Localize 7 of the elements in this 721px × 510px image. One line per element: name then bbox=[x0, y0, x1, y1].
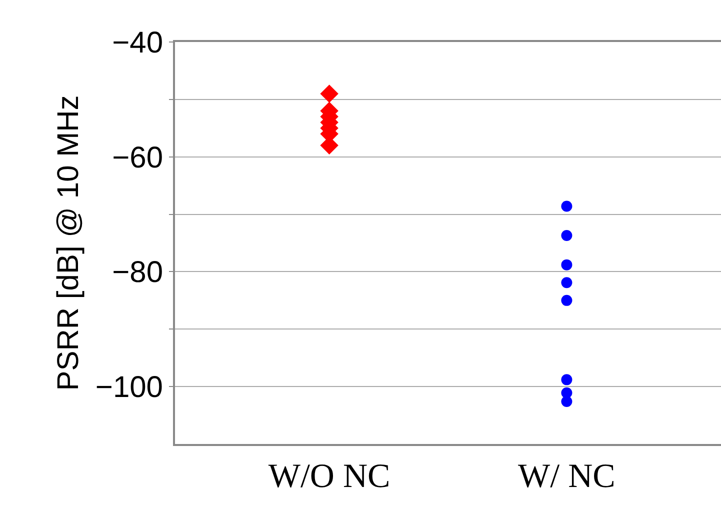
y-tick-label: −100 bbox=[95, 371, 163, 404]
y-axis-title: PSRR [dB] @ 10 MHz bbox=[52, 95, 85, 391]
x-tick-label: W/O NC bbox=[268, 458, 390, 495]
y-tick-label: −80 bbox=[112, 256, 163, 290]
y-tick-label: −60 bbox=[112, 141, 163, 174]
y-tick-label: −40 bbox=[112, 26, 163, 60]
x-tick-label: W/ NC bbox=[518, 458, 616, 495]
